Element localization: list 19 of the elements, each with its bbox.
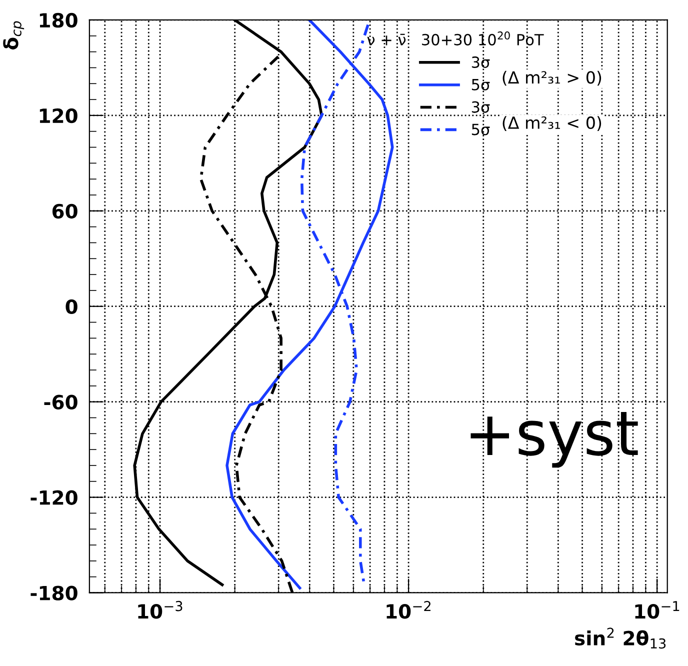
y-tick-label: 0 (66, 299, 78, 314)
legend-label: 5σ (472, 124, 490, 136)
legend-label: 3σ (472, 56, 490, 68)
y-tick-label: 180 (40, 12, 78, 28)
annotation: +syst (470, 412, 638, 468)
y-tick-label: 120 (40, 108, 78, 124)
y-tick-label: -60 (44, 394, 78, 410)
x-tick-label: 10$^{−2}$ (386, 600, 430, 619)
y-tick-label: -180 (30, 586, 78, 600)
y-tick-label: 60 (52, 204, 78, 219)
annotation: (Δ m²₃₁ < 0) (502, 116, 602, 131)
y-tick-label: -120 (30, 490, 78, 505)
y-axis-title: δ$_{cp}$ (3, 21, 24, 50)
legend-label: 5σ (472, 79, 490, 90)
legend-label: 3σ (472, 101, 490, 113)
x-tick-label: 10$^{−1}$ (635, 601, 680, 619)
x-tick-label: 10$^{−3}$ (138, 600, 182, 619)
annotation: (Δ m²₃₁ > 0) (502, 70, 602, 86)
x-axis-title: sin$^{2}$ 2θ$_{13}$ (575, 628, 666, 649)
